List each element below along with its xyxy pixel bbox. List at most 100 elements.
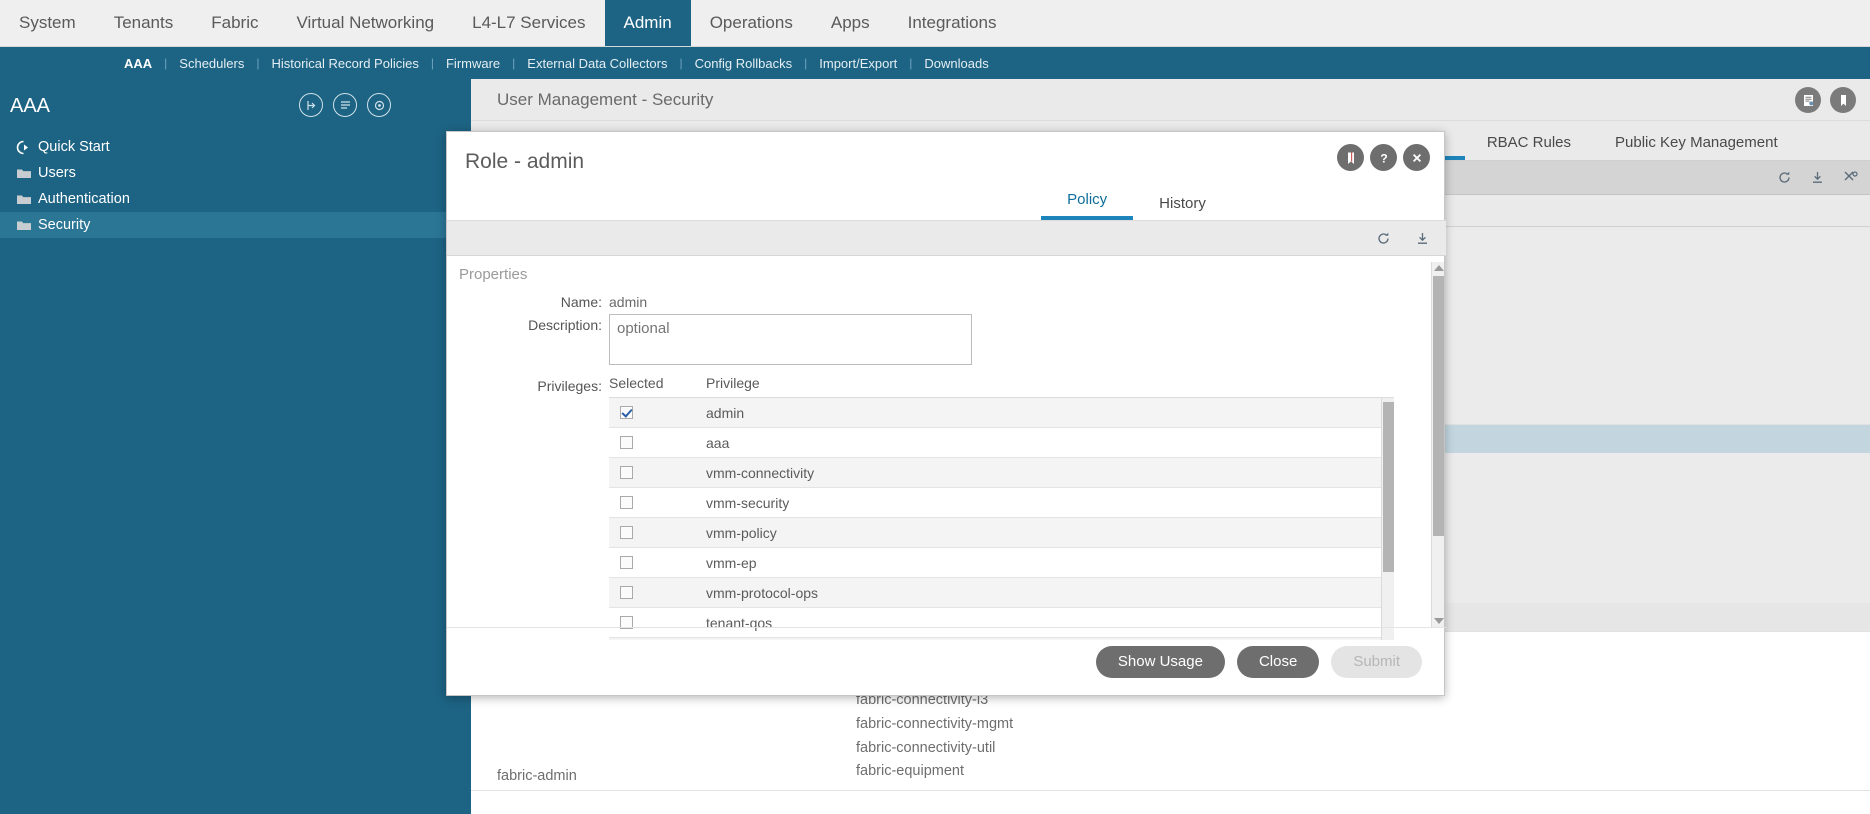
subnav-separator: | (430, 56, 434, 70)
help-icon[interactable]: ? (1370, 144, 1397, 171)
privilege-checkbox-cell (609, 406, 706, 419)
role-detail-dialog: Role - admin ? Policy History (446, 131, 1446, 696)
sidebar-item-label: Quick Start (38, 139, 110, 155)
subnav-item-schedulers[interactable]: Schedulers (179, 55, 245, 71)
scroll-up-arrow-icon[interactable] (1434, 265, 1444, 271)
subnav-item-aaa[interactable]: AAA (124, 55, 153, 71)
privilege-checkbox[interactable] (620, 406, 633, 419)
subnav-separator: | (164, 56, 168, 70)
download-icon[interactable] (1415, 231, 1430, 246)
sidebar-item-authentication[interactable]: Authentication (0, 186, 471, 212)
name-field-label: Name: (560, 294, 602, 310)
dialog-title: Role - admin (465, 150, 585, 173)
sidebar-title: AAA (10, 95, 51, 117)
topnav-item-integrations[interactable]: Integrations (907, 13, 997, 32)
privilege-label: vmm-ep (706, 554, 757, 571)
subnav-item-import-export[interactable]: Import/Export (819, 55, 898, 71)
tools-icon[interactable] (1843, 170, 1858, 185)
privilege-row[interactable]: admin (609, 398, 1394, 428)
close-button[interactable]: Close (1236, 645, 1320, 678)
privilege-row[interactable]: aaa (609, 428, 1394, 458)
subnav-separator: | (256, 56, 260, 70)
privilege-checkbox[interactable] (620, 436, 633, 449)
privilege-row[interactable]: vmm-security (609, 488, 1394, 518)
target-icon[interactable] (367, 93, 391, 117)
subnav-item-config-rollbacks[interactable]: Config Rollbacks (694, 55, 793, 71)
description-input[interactable] (609, 314, 972, 365)
sidebar-item-security[interactable]: Security (0, 212, 471, 238)
privilege-checkbox-cell (609, 616, 706, 629)
privilege-checkbox[interactable] (620, 586, 633, 599)
dialog-icon-group: ? (1337, 144, 1430, 171)
folder-icon (16, 167, 38, 180)
subnav-item-downloads[interactable]: Downloads (924, 55, 989, 71)
privilege-row[interactable]: tenant-security (609, 638, 1394, 640)
properties-section-label: Properties (459, 266, 528, 283)
privilege-checkbox-cell (609, 526, 706, 539)
topnav-item-tenants[interactable]: Tenants (113, 13, 174, 32)
privilege-row[interactable]: vmm-ep (609, 548, 1394, 578)
privilege-checkbox[interactable] (620, 556, 633, 569)
privilege-row[interactable]: vmm-protocol-ops (609, 578, 1394, 608)
dialog-scrollbar[interactable] (1431, 262, 1444, 627)
privileges-field-label: Privileges: (537, 378, 602, 394)
form-row-name: Name: admin (447, 291, 1446, 310)
subnav-item-firmware[interactable]: Firmware (445, 55, 501, 71)
privilege-row[interactable]: vmm-policy (609, 518, 1394, 548)
privilege-checkbox[interactable] (620, 616, 633, 629)
dialog-tab-history[interactable]: History (1159, 195, 1206, 212)
sidebar-item-quick-start[interactable]: Quick Start (0, 134, 471, 160)
dialog-scrollbar-thumb[interactable] (1433, 276, 1444, 536)
form-row-description: Description: (447, 314, 1446, 365)
folder-icon (16, 193, 38, 206)
scroll-down-arrow-icon[interactable] (1434, 618, 1444, 624)
subnav-item-external-data-collectors[interactable]: External Data Collectors (527, 55, 668, 71)
sidebar-item-users[interactable]: Users (0, 160, 471, 186)
topnav-item-virtual-networking[interactable]: Virtual Networking (296, 13, 435, 32)
topnav-item-apps[interactable]: Apps (830, 13, 870, 32)
privilege-checkbox[interactable] (620, 466, 633, 479)
privileges-table-header: Selected Privilege (609, 375, 1394, 397)
privilege-label: vmm-connectivity (706, 464, 815, 481)
topnav-item-l4-l7-services[interactable]: L4-L7 Services (472, 13, 586, 32)
privilege-checkbox[interactable] (620, 496, 633, 509)
column-header-privilege: Privilege (706, 375, 760, 391)
refresh-icon[interactable] (1376, 231, 1391, 246)
privilege-label: vmm-security (706, 494, 790, 511)
list-document-icon[interactable] (1795, 87, 1821, 113)
privilege-row[interactable]: vmm-connectivity (609, 458, 1394, 488)
sidebar-item-label: Security (38, 217, 91, 233)
dialog-toolbar (447, 221, 1446, 256)
column-header-selected: Selected (609, 375, 664, 391)
privileges-scrollbar[interactable] (1381, 398, 1394, 640)
subnav-separator: | (512, 56, 516, 70)
dialog-tab-policy[interactable]: Policy (1041, 191, 1134, 220)
privilege-checkbox[interactable] (620, 526, 633, 539)
privilege-label: admin (706, 404, 745, 421)
list-icon[interactable] (333, 93, 357, 117)
bookmark-icon[interactable] (1337, 144, 1364, 171)
description-field-label: Description: (528, 317, 602, 333)
sub-navigation-bar: AAA | Schedulers | Historical Record Pol… (0, 47, 1870, 79)
topnav-item-admin[interactable]: Admin (604, 0, 691, 46)
download-icon[interactable] (1810, 170, 1825, 185)
refresh-icon[interactable] (1777, 170, 1792, 185)
privilege-checkbox-cell (609, 466, 706, 479)
privilege-row[interactable]: tenant-qos (609, 608, 1394, 638)
tab-public-key-management[interactable]: Public Key Management (1615, 134, 1778, 151)
subnav-separator: | (804, 56, 808, 70)
name-field-value: admin (609, 294, 648, 310)
show-usage-button[interactable]: Show Usage (1095, 645, 1225, 678)
topnav-item-operations[interactable]: Operations (709, 13, 793, 32)
tab-rbac-rules[interactable]: RBAC Rules (1486, 134, 1572, 151)
form-row-privileges: Privileges: Selected Privilege admin (447, 375, 1446, 640)
topnav-item-system[interactable]: System (19, 13, 76, 32)
subnav-item-historical-record-policies[interactable]: Historical Record Policies (271, 55, 419, 71)
collapse-icon[interactable] (299, 93, 323, 117)
topnav-item-fabric[interactable]: Fabric (211, 13, 259, 32)
privilege-label: tenant-qos (706, 614, 773, 631)
close-icon[interactable] (1403, 144, 1430, 171)
privileges-scrollbar-thumb[interactable] (1383, 402, 1394, 572)
main-header-icon-group (1795, 87, 1856, 113)
bookmark-icon[interactable] (1830, 87, 1856, 113)
